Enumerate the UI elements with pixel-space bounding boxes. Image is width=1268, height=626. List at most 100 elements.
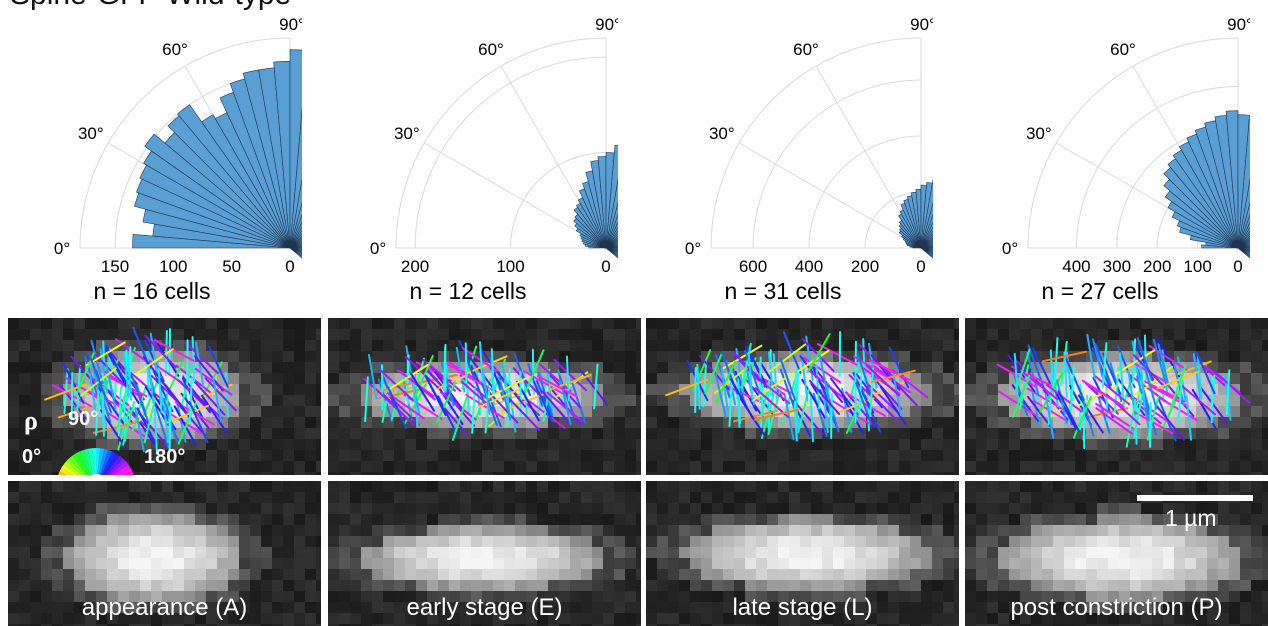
image-pixel	[1053, 362, 1064, 373]
image-pixel	[548, 406, 559, 417]
image-pixel	[657, 481, 668, 492]
image-pixel	[943, 525, 954, 536]
image-pixel	[1196, 547, 1207, 558]
image-pixel	[272, 318, 283, 329]
image-pixel	[866, 525, 877, 536]
image-pixel	[449, 558, 460, 569]
image-pixel	[460, 503, 471, 514]
image-pixel	[339, 461, 350, 472]
image-pixel	[866, 439, 877, 450]
image-pixel	[438, 417, 449, 428]
image-pixel	[1119, 514, 1130, 525]
image-pixel	[778, 503, 789, 514]
image-pixel	[162, 450, 173, 461]
image-pixel	[372, 428, 383, 439]
image-pixel	[756, 384, 767, 395]
image-pixel	[1031, 536, 1042, 547]
image-pixel	[1251, 525, 1262, 536]
image-pixel	[866, 580, 877, 591]
image-pixel	[603, 525, 614, 536]
image-pixel	[581, 558, 592, 569]
image-pixel	[603, 558, 614, 569]
image-pixel	[1009, 417, 1020, 428]
image-pixel	[405, 439, 416, 450]
legend-0-label: 0°	[22, 446, 42, 468]
stage-label-late: late stage (L)	[732, 594, 873, 621]
angle-tick-label: 30°	[1026, 124, 1052, 143]
image-pixel	[690, 351, 701, 362]
image-pixel	[372, 602, 383, 613]
image-pixel	[394, 461, 405, 472]
image-pixel	[833, 362, 844, 373]
image-pixel	[811, 624, 822, 626]
image-pixel	[261, 318, 272, 329]
image-pixel	[63, 340, 74, 351]
image-pixel	[855, 428, 866, 439]
image-pixel	[1031, 481, 1042, 492]
image-pixel	[1163, 428, 1174, 439]
image-pixel	[1218, 558, 1229, 569]
image-pixel	[162, 580, 173, 591]
image-pixel	[1130, 569, 1141, 580]
image-pixel	[778, 318, 789, 329]
image-pixel	[52, 536, 63, 547]
image-pixel	[976, 481, 987, 492]
polar-histogram-2: 0°30°60°90°200 100 0	[370, 15, 618, 276]
image-pixel	[910, 613, 921, 624]
image-pixel	[800, 481, 811, 492]
image-pixel	[603, 351, 614, 362]
image-pixel	[1086, 602, 1097, 613]
image-pixel	[668, 362, 679, 373]
image-pixel	[789, 547, 800, 558]
image-pixel	[1218, 525, 1229, 536]
image-pixel	[107, 569, 118, 580]
orientation-stick	[412, 380, 419, 427]
image-pixel	[261, 536, 272, 547]
image-pixel	[427, 450, 438, 461]
image-pixel	[1075, 428, 1086, 439]
image-pixel	[63, 417, 74, 428]
image-pixel	[1229, 428, 1240, 439]
image-pixel	[778, 558, 789, 569]
image-pixel	[559, 624, 570, 626]
image-pixel	[261, 591, 272, 602]
image-pixel	[1229, 450, 1240, 461]
image-pixel	[394, 417, 405, 428]
image-pixel	[548, 417, 559, 428]
image-pixel	[1020, 481, 1031, 492]
image-pixel	[701, 514, 712, 525]
image-pixel	[305, 417, 316, 428]
image-pixel	[657, 613, 668, 624]
orientation-stick	[153, 339, 195, 362]
image-pixel	[339, 591, 350, 602]
image-pixel	[1163, 580, 1174, 591]
histogram-bar	[1237, 247, 1250, 259]
image-pixel	[526, 406, 537, 417]
image-pixel	[30, 580, 41, 591]
image-pixel	[515, 569, 526, 580]
image-pixel	[548, 481, 559, 492]
image-pixel	[8, 580, 19, 591]
image-pixel	[383, 472, 394, 475]
image-pixel	[1108, 481, 1119, 492]
image-pixel	[690, 329, 701, 340]
image-pixel	[261, 395, 272, 406]
image-pixel	[8, 373, 19, 384]
image-pixel	[74, 329, 85, 340]
image-pixel	[899, 318, 910, 329]
image-pixel	[888, 580, 899, 591]
image-pixel	[1207, 558, 1218, 569]
image-pixel	[1075, 351, 1086, 362]
orientation-stick	[1192, 353, 1202, 399]
image-pixel	[339, 514, 350, 525]
orientation-stick	[1131, 338, 1137, 385]
image-pixel	[30, 362, 41, 373]
image-pixel	[921, 351, 932, 362]
image-pixel	[394, 602, 405, 613]
image-pixel	[416, 406, 427, 417]
image-pixel	[668, 558, 679, 569]
image-pixel	[1086, 503, 1097, 514]
orientation-stick	[1054, 391, 1079, 432]
image-pixel	[504, 613, 515, 624]
image-pixel	[96, 613, 107, 624]
